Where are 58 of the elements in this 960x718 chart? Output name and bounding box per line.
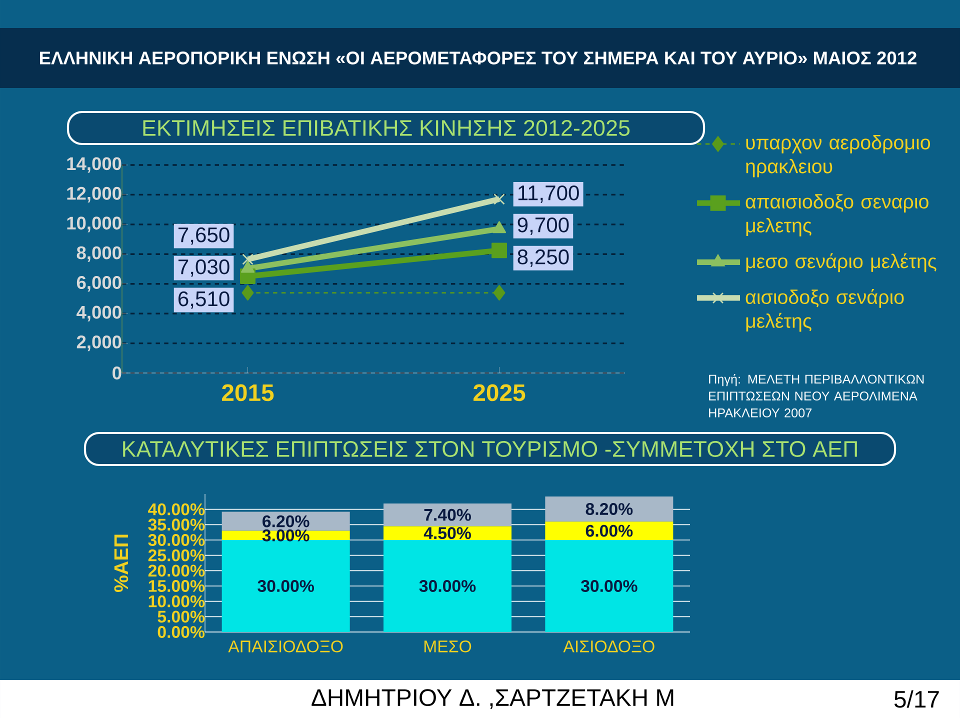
bar bbox=[384, 540, 512, 632]
legend-label: αισιοδοξο σενάριο μελέτης bbox=[746, 288, 904, 332]
data-label: 9,700 bbox=[518, 217, 569, 235]
y-tick-label: 20.00% bbox=[148, 564, 205, 577]
y-tick-label: 25.00% bbox=[148, 549, 205, 562]
data-label: 3.00% bbox=[262, 529, 310, 542]
legend-label: απαισιοδοξο σεναριο μελετης bbox=[746, 194, 928, 236]
data-label: 6.00% bbox=[586, 524, 633, 537]
x-tick-label: 2015 bbox=[222, 384, 274, 402]
data-label: 8.20% bbox=[586, 503, 633, 515]
text: 5/17 bbox=[894, 690, 939, 708]
y-tick-label: 40.00% bbox=[148, 503, 205, 516]
x-tick-label: ΑΙΣΙΟΔΟΞΟ bbox=[563, 640, 654, 652]
x-tick-label: ΑΠΑΙΣΙΟΔΟΞΟ bbox=[228, 640, 343, 652]
x-tick-label: 2025 bbox=[474, 384, 526, 402]
y-tick-label: 10,000 bbox=[67, 216, 122, 232]
y-tick-label: 30.00% bbox=[148, 534, 205, 546]
data-label: 11,700 bbox=[518, 185, 579, 203]
text: Πηγή: ΜΕΛΕΤΗ ΠΕΡΙΒΑΛΛΟΝΤΙΚΩΝ ΕΠΙΠΤΩΣΕΩΝ ΝΕΟΥ ΑΕΡΟΛΙΜΕΝΑ ΗΡΑΚΛΕΙΟΥ 2007 bbox=[709, 374, 924, 418]
data-label: 4.50% bbox=[424, 527, 471, 540]
bar bbox=[384, 504, 512, 526]
y-tick-label: 6,000 bbox=[76, 276, 122, 292]
point bbox=[492, 242, 507, 258]
bar bbox=[545, 496, 674, 522]
y-tick-label: 2,000 bbox=[76, 335, 122, 352]
y-tick-label: 14,000 bbox=[67, 157, 122, 173]
data-label: 30.00% bbox=[580, 580, 638, 592]
legend-label: υπαρχον αεροδρομιο ηρακλειου bbox=[746, 134, 930, 178]
y-tick-label: 0.00% bbox=[158, 626, 205, 638]
data-label: 30.00% bbox=[419, 580, 476, 592]
y-tick-label: 8,000 bbox=[76, 246, 122, 262]
y-tick-label: 5.00% bbox=[158, 610, 205, 623]
y-tick-label: 15.00% bbox=[148, 580, 205, 592]
point bbox=[242, 285, 254, 301]
text: ΔΗΜΗΤΡΙΟΥ Δ. ,ΣΑΡΤΖΕΤΑΚΗ Μ bbox=[312, 689, 674, 709]
point bbox=[493, 285, 506, 301]
y-tick-label: 35.00% bbox=[148, 518, 205, 531]
y-tick-label: 4,000 bbox=[76, 306, 122, 322]
bar bbox=[222, 540, 350, 632]
bar bbox=[545, 522, 674, 540]
data-label: 7,650 bbox=[178, 227, 230, 245]
y-axis-title: %ΑΕΠ bbox=[114, 534, 128, 592]
data-label: 6,510 bbox=[178, 291, 230, 309]
bar bbox=[545, 540, 674, 632]
text: ΕΛΛΗΝΙΚΗ ΑΕΡΟΠΟΡΙΚΗ ΕΝΩΣΗ «ΟΙ ΑΕΡΟΜΕΤΑΦΟΡΕΣ ΤΟΥ ΣΗΜΕΡΑ ΚΑΙ ΤΟΥ ΑΥΡΙΟ» ΜΑΙΟΣ 2012 bbox=[40, 52, 916, 64]
y-tick-label: 0 bbox=[112, 366, 122, 380]
x-tick-label: ΜΕΣΟ bbox=[424, 640, 472, 652]
chart-title: ΕΚΤΙΜΗΣΕΙΣ ΕΠΙΒΑΤΙΚΗΣ ΚΙΝΗΣΗΣ 2012-2025 bbox=[143, 120, 630, 136]
legend-label: μεσο σενάριο μελέτης bbox=[746, 253, 936, 272]
point bbox=[494, 193, 505, 205]
data-label: 7.40% bbox=[424, 508, 471, 521]
data-label: 8,250 bbox=[518, 249, 569, 267]
y-tick-label: 10.00% bbox=[148, 595, 205, 608]
data-label: 6.20% bbox=[262, 515, 310, 528]
data-label: 7,030 bbox=[178, 259, 230, 277]
chart-title: ΚΑΤΑΛΥΤΙΚΕΣ ΕΠΙΠΤΩΣΕΙΣ ΣΤΟΝ ΤΟΥΡΙΣΜΟ -ΣΥΜΜΕΤΟΧΗ ΣΤΟ ΑΕΠ bbox=[123, 441, 857, 457]
y-tick-label: 12,000 bbox=[67, 186, 122, 202]
data-label: 30.00% bbox=[258, 580, 314, 592]
